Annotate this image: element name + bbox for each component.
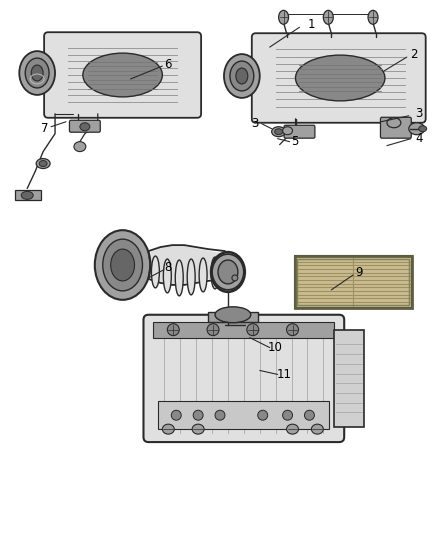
Bar (294, 256, 412, 308)
Ellipse shape (215, 410, 225, 420)
FancyBboxPatch shape (144, 315, 344, 442)
Ellipse shape (193, 410, 203, 420)
Ellipse shape (80, 123, 90, 131)
Ellipse shape (387, 118, 401, 128)
Ellipse shape (275, 129, 283, 135)
Bar (334, 330, 364, 427)
Ellipse shape (224, 54, 260, 98)
Text: 10: 10 (267, 341, 282, 354)
Ellipse shape (74, 142, 86, 151)
Ellipse shape (368, 10, 378, 25)
Ellipse shape (175, 260, 183, 296)
Text: 4: 4 (415, 132, 423, 145)
Bar (15, 190, 41, 200)
Ellipse shape (283, 127, 293, 135)
Polygon shape (150, 245, 222, 285)
Text: 3: 3 (251, 117, 258, 130)
Ellipse shape (296, 55, 385, 101)
Ellipse shape (304, 410, 314, 420)
Text: 5: 5 (291, 135, 298, 148)
Text: 1: 1 (307, 18, 315, 31)
FancyBboxPatch shape (381, 117, 411, 138)
Ellipse shape (111, 249, 134, 281)
Ellipse shape (31, 65, 43, 81)
Ellipse shape (247, 324, 259, 336)
FancyBboxPatch shape (70, 120, 100, 132)
Ellipse shape (187, 259, 195, 295)
Ellipse shape (283, 410, 293, 420)
Text: 8: 8 (165, 262, 172, 274)
Ellipse shape (419, 126, 427, 132)
Ellipse shape (39, 160, 47, 166)
Bar (159, 401, 329, 429)
Ellipse shape (167, 324, 179, 336)
Ellipse shape (21, 191, 33, 199)
Ellipse shape (272, 127, 286, 136)
Ellipse shape (279, 10, 289, 25)
Text: 3: 3 (415, 107, 422, 120)
Ellipse shape (95, 230, 150, 300)
Ellipse shape (36, 158, 50, 168)
Ellipse shape (218, 260, 238, 284)
Ellipse shape (211, 257, 219, 289)
Ellipse shape (409, 123, 425, 135)
Ellipse shape (83, 53, 162, 97)
Bar (294, 256, 412, 308)
Ellipse shape (25, 58, 49, 88)
Ellipse shape (215, 307, 251, 322)
Ellipse shape (162, 424, 174, 434)
Ellipse shape (232, 275, 238, 281)
Ellipse shape (258, 410, 268, 420)
Text: 2: 2 (410, 47, 417, 61)
Ellipse shape (230, 61, 254, 91)
Ellipse shape (199, 258, 207, 292)
Text: 9: 9 (355, 266, 363, 279)
Ellipse shape (236, 68, 248, 84)
Text: 6: 6 (165, 58, 172, 70)
Bar (297, 259, 409, 305)
Ellipse shape (103, 239, 142, 291)
Ellipse shape (19, 51, 55, 95)
Ellipse shape (207, 324, 219, 336)
Ellipse shape (192, 424, 204, 434)
Ellipse shape (171, 410, 181, 420)
Ellipse shape (311, 424, 323, 434)
Ellipse shape (152, 256, 159, 288)
FancyBboxPatch shape (44, 32, 201, 118)
FancyBboxPatch shape (284, 125, 315, 138)
Bar (208, 312, 258, 322)
Text: 11: 11 (277, 368, 292, 381)
Ellipse shape (163, 259, 171, 293)
FancyBboxPatch shape (252, 33, 426, 123)
Text: 7: 7 (41, 122, 49, 135)
Ellipse shape (212, 254, 244, 290)
Ellipse shape (286, 424, 298, 434)
Ellipse shape (286, 324, 298, 336)
Ellipse shape (323, 10, 333, 25)
Bar (153, 322, 334, 337)
